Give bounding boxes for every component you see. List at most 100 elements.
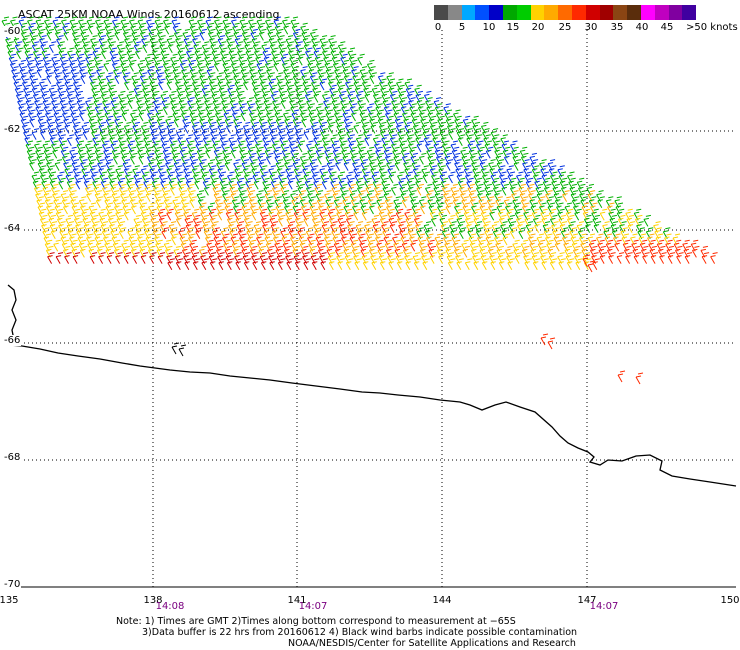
wind-barb [608,252,616,264]
wind-barb [251,208,259,221]
wind-barb [416,140,425,153]
colorbar-segment [516,5,531,20]
wind-barb [101,47,109,60]
wind-barb [345,258,354,271]
wind-barb [643,214,651,227]
wind-barb [501,183,509,196]
lat-label: -60 [3,26,22,37]
wind-barb [58,177,66,190]
wind-barb [224,159,233,171]
wind-barb [127,97,136,109]
wind-barb [534,221,542,233]
wind-barb [410,239,418,252]
colorbar-segment [682,5,697,20]
wind-barb [253,177,262,190]
colorbar-segment [530,5,545,20]
wind-barb [473,258,481,271]
wind-barb [243,78,251,91]
wind-barb [46,72,54,85]
colorbar-segment [489,5,503,20]
wind-barb [226,258,235,271]
coastline [7,284,737,487]
wind-barb [87,22,96,35]
wind-barb [217,208,225,221]
wind-barb [80,72,88,85]
wind-barb [280,97,289,109]
wind-barb [128,59,137,72]
wind-barb [371,258,379,271]
wind-barb [416,183,424,196]
colorbar-tick: 30 [584,22,598,33]
wind-barb [445,202,454,215]
wind-barb [361,208,370,221]
wind-barb [457,134,466,147]
wind-barb [243,258,252,271]
wind-barb [260,258,269,271]
wind-barb [667,252,676,264]
wind-barb [115,252,123,264]
wind-barb [625,252,633,264]
colorbar-ticks: 0 5 10 15 20 25 30 35 40 45 >50 knots [0,22,740,36]
wind-barb [162,103,171,116]
wind-barb [103,59,111,72]
wind-barb [379,258,388,271]
wind-barb [585,221,593,233]
wind-barb [36,66,45,78]
wind-barb [114,28,122,41]
wind-barb [131,202,139,215]
wind-barb [319,78,328,91]
lat-label: -66 [3,335,22,346]
wind-barb [369,72,377,85]
wind-barb [429,252,438,264]
pass-time: 14:08 [155,601,185,612]
wind-barb [587,260,596,273]
wind-barb [337,258,345,271]
wind-barb [370,121,378,134]
pass-time: 14:07 [589,601,619,612]
wind-barb [514,252,523,264]
wind-barb [566,258,575,271]
wind-barb [194,177,202,190]
wind-barb [353,121,361,134]
wind-barb [297,140,306,153]
wind-barb [273,59,281,72]
wind-barb [175,214,184,227]
wind-barb [462,245,470,258]
wind-barb [63,202,71,215]
colorbar-tick: 15 [506,22,520,33]
wind-barb [63,28,71,41]
wind-barb [145,190,154,202]
wind-barb [169,183,178,196]
wind-barb [283,22,291,35]
wind-barb [82,128,91,140]
note-line: Note: 1) Times are GMT 2)Times along bot… [116,616,516,627]
wind-barb [448,171,456,184]
colorbar-units: >50 knots [686,22,738,33]
wind-barb [362,258,371,271]
wind-barb [498,258,507,271]
wind-barb [171,342,180,355]
wind-barb [684,252,693,264]
colorbar-segment [475,5,490,20]
colorbar-segment [544,5,559,20]
colorbar-tick: 20 [531,22,545,33]
wind-barb [205,146,213,159]
wind-barb [554,239,563,252]
wind-barb [313,90,321,103]
wind-barb [52,146,60,159]
wind-barb [164,22,172,35]
wind-barb [343,159,352,171]
wind-barb [710,252,718,264]
wind-barb [418,152,427,165]
wind-barb [178,344,187,357]
wind-barb [335,159,343,171]
wind-barb [132,252,140,264]
wind-barb [401,196,410,209]
wind-barb [301,115,309,128]
wind-barb [189,196,197,209]
wind-barb [124,78,132,91]
colorbar-tick: 40 [635,22,649,33]
wind-barb [458,227,467,240]
wind-barb [158,78,166,91]
wind-barb [64,252,72,264]
